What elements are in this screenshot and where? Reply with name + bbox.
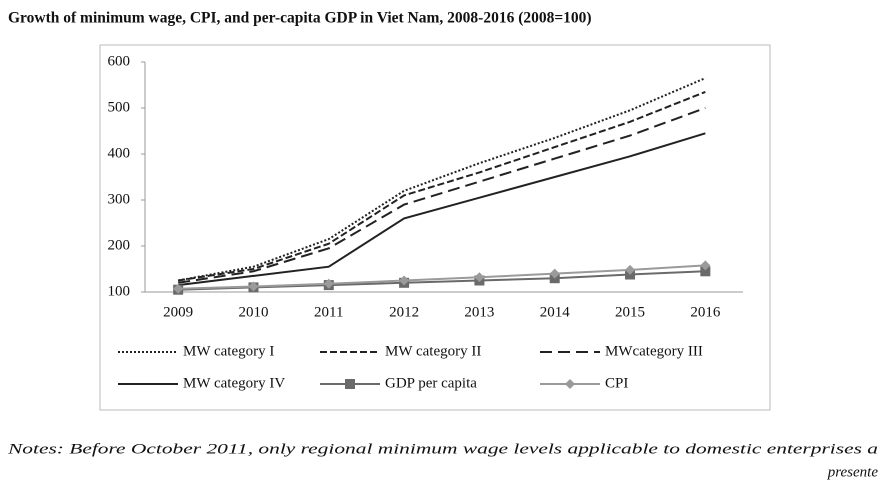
y-tick-label: 400	[108, 145, 131, 161]
series-line	[178, 90, 706, 282]
y-tick-label: 300	[108, 191, 131, 207]
note: presente	[827, 464, 879, 480]
legend-label: CPI	[605, 375, 628, 391]
data-point	[173, 283, 184, 294]
x-tick-label: 2015	[615, 304, 645, 320]
x-tick-label: 2011	[314, 304, 343, 320]
note: Notes: Before October 2011, only regiona…	[7, 441, 878, 457]
legend-marker	[565, 379, 575, 389]
data-point	[399, 275, 410, 286]
legend-label: GDP per capita	[385, 375, 477, 391]
legend-label: MW category IV	[183, 375, 285, 391]
chart-frame	[99, 44, 771, 411]
series-line	[178, 107, 706, 284]
x-tick-label: 2014	[540, 304, 571, 320]
x-tick-label: 2009	[163, 304, 193, 320]
data-point	[549, 268, 560, 279]
y-tick-label: 500	[108, 99, 131, 115]
y-tick-label: 200	[108, 237, 131, 253]
series-line	[177, 77, 706, 282]
legend-label: MWcategory III	[605, 343, 703, 359]
data-point	[700, 260, 711, 271]
series-line	[178, 132, 706, 287]
x-tick-label: 2010	[238, 304, 268, 320]
data-point	[248, 281, 259, 292]
legend-marker	[345, 379, 355, 389]
x-tick-label: 2012	[389, 304, 419, 320]
y-tick-label: 100	[108, 283, 131, 299]
x-tick-label: 2013	[464, 304, 494, 320]
data-point	[323, 278, 334, 289]
x-tick-label: 2016	[690, 304, 721, 320]
data-point	[474, 272, 485, 283]
data-point	[625, 264, 636, 275]
y-tick-label: 600	[108, 53, 131, 69]
legend-label: MW category I	[183, 343, 274, 359]
data-point	[700, 266, 711, 277]
legend-label: MW category II	[385, 343, 481, 359]
chart-title: Growth of minimum wage, CPI, and per-cap…	[8, 10, 592, 27]
series-line	[178, 264, 706, 290]
